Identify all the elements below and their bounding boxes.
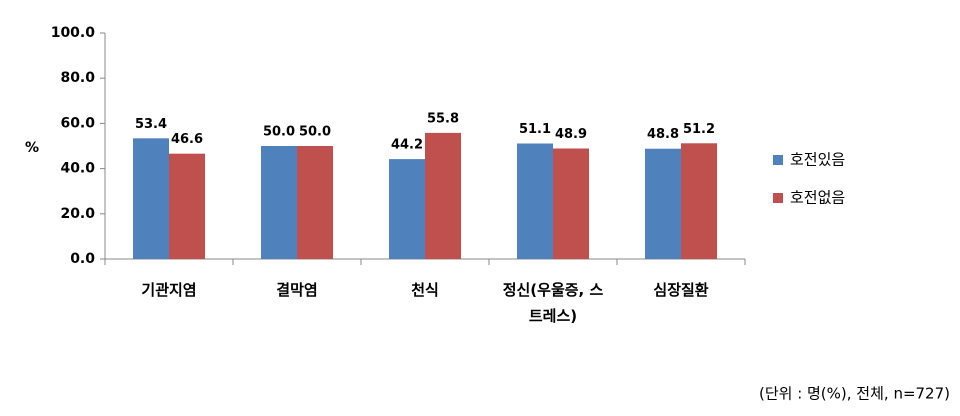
x-tick-label: 결막염: [276, 281, 318, 299]
bar: [133, 138, 169, 259]
bar: [517, 143, 553, 259]
legend-label: 호전없음: [790, 189, 845, 207]
bar: [297, 146, 333, 259]
bar: [425, 132, 461, 259]
note: (단위 : 명(%), 전체, n=727): [759, 385, 950, 403]
x-tick-label: 정신(우울증, 스트레스): [502, 281, 604, 325]
y-tick-label: 80.0: [60, 70, 95, 86]
data-label: 55.8: [427, 111, 459, 126]
y-tick-label: 40.0: [60, 161, 95, 177]
bar: [681, 143, 717, 259]
x-tick-label: 천식: [411, 281, 439, 299]
data-label: 50.0: [299, 125, 331, 140]
y-tick-label: 0.0: [70, 251, 95, 267]
bar: [169, 153, 205, 259]
data-label: 48.9: [555, 127, 587, 142]
data-label: 53.4: [135, 117, 167, 132]
data-label: 44.2: [391, 138, 423, 153]
legend-label: 호전있음: [790, 151, 845, 169]
data-label: 51.2: [683, 122, 715, 137]
x-tick-label: 심장질환: [653, 281, 709, 299]
x-tick-label: 기관지염: [141, 281, 197, 299]
data-label: 48.8: [647, 127, 679, 142]
legend-swatch: [773, 155, 783, 165]
y-tick-label: 60.0: [60, 115, 95, 131]
y-tick-label: 100.0: [51, 25, 96, 41]
bar: [553, 148, 589, 259]
bar: [261, 146, 297, 259]
data-label: 50.0: [263, 125, 295, 140]
y-axis-label: %: [25, 140, 39, 156]
bar: [645, 148, 681, 259]
data-label: 51.1: [519, 122, 551, 137]
data-label: 46.6: [171, 132, 203, 147]
bar: [389, 159, 425, 259]
legend-swatch: [773, 193, 783, 203]
y-tick-label: 20.0: [60, 206, 95, 222]
